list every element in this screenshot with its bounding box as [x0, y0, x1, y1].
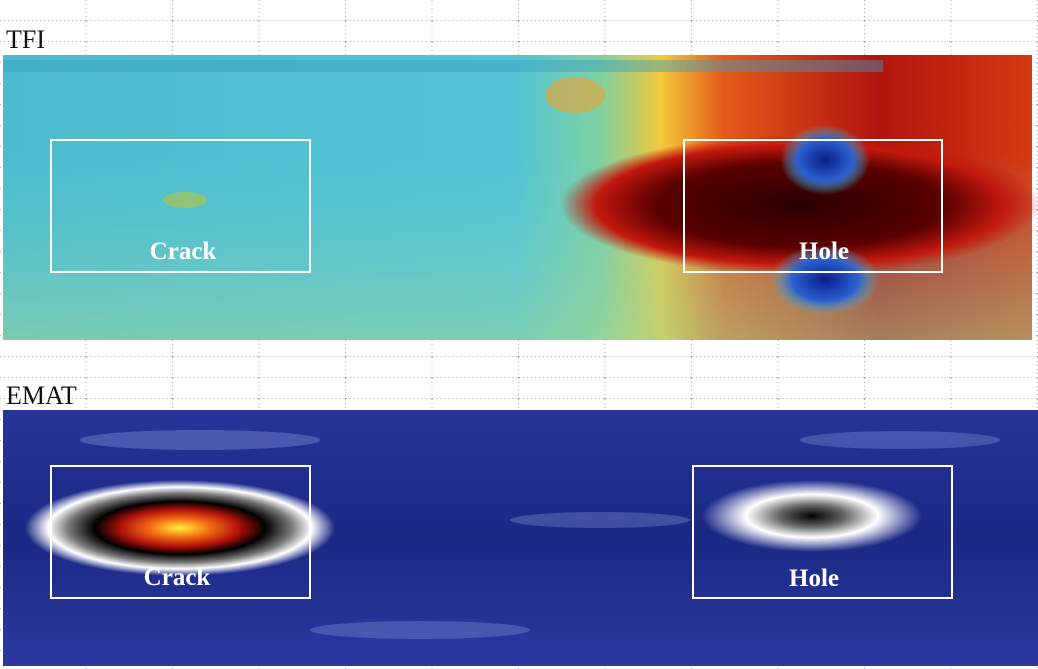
emat-map	[3, 410, 1038, 666]
annotation-label: Crack	[150, 238, 217, 265]
panel-label: TFI	[6, 25, 45, 54]
annotation-label: Hole	[799, 238, 849, 265]
figure: TFI Crack Hole EMAT Crack Hole	[0, 0, 1038, 669]
annotation-label: Crack	[144, 564, 211, 591]
annotation-label: Hole	[789, 565, 839, 592]
panel-label: EMAT	[6, 381, 77, 410]
tfi-map	[3, 55, 1038, 340]
page: TFI Crack Hole EMAT Crack Hole (() => { …	[0, 0, 1038, 669]
